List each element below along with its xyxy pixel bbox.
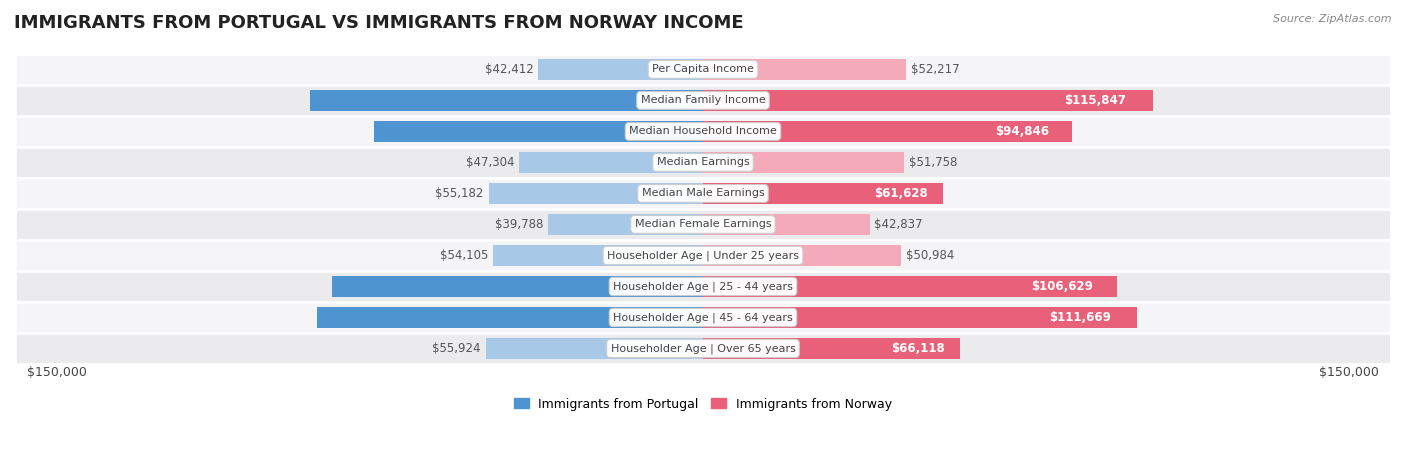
Text: $55,182: $55,182 [436, 187, 484, 200]
Bar [15, 54, 1391, 85]
Text: Median Female Earnings: Median Female Earnings [634, 219, 772, 229]
Text: Householder Age | Under 25 years: Householder Age | Under 25 years [607, 250, 799, 261]
Text: $42,412: $42,412 [485, 63, 533, 76]
Text: $95,512: $95,512 [681, 280, 734, 293]
Text: Householder Age | 45 - 64 years: Householder Age | 45 - 64 years [613, 312, 793, 323]
Text: $52,217: $52,217 [911, 63, 959, 76]
Text: $50,984: $50,984 [905, 249, 955, 262]
Bar [703, 307, 1137, 328]
Text: Source: ZipAtlas.com: Source: ZipAtlas.com [1274, 14, 1392, 24]
Text: Householder Age | 25 - 44 years: Householder Age | 25 - 44 years [613, 281, 793, 292]
Text: Householder Age | Over 65 years: Householder Age | Over 65 years [610, 343, 796, 354]
Bar [703, 90, 1153, 111]
Bar [703, 245, 901, 266]
Bar [15, 333, 1391, 364]
Bar [15, 240, 1391, 271]
Text: $106,629: $106,629 [1031, 280, 1092, 293]
Text: Median Earnings: Median Earnings [657, 157, 749, 168]
Text: $61,628: $61,628 [875, 187, 928, 200]
Text: Median Male Earnings: Median Male Earnings [641, 188, 765, 198]
Bar [492, 245, 703, 266]
Bar [318, 307, 703, 328]
Text: Per Capita Income: Per Capita Income [652, 64, 754, 74]
Bar [703, 183, 942, 204]
Text: $100,984: $100,984 [679, 94, 741, 107]
Text: $66,118: $66,118 [891, 342, 945, 355]
Bar [703, 121, 1071, 142]
Bar [332, 276, 703, 297]
Text: $42,837: $42,837 [875, 218, 922, 231]
Text: $54,105: $54,105 [440, 249, 488, 262]
Text: $99,203: $99,203 [681, 311, 734, 324]
Bar [538, 59, 703, 80]
Bar [703, 59, 905, 80]
Bar [703, 214, 869, 235]
Text: $47,304: $47,304 [465, 156, 515, 169]
Text: $51,758: $51,758 [908, 156, 957, 169]
Bar [374, 121, 703, 142]
Text: Median Household Income: Median Household Income [628, 127, 778, 136]
Bar [548, 214, 703, 235]
Bar [703, 276, 1118, 297]
Text: Median Family Income: Median Family Income [641, 95, 765, 106]
Text: $115,847: $115,847 [1064, 94, 1126, 107]
Text: $150,000: $150,000 [27, 366, 87, 379]
Text: $39,788: $39,788 [495, 218, 544, 231]
Bar [15, 85, 1391, 116]
Bar [703, 152, 904, 173]
Bar [311, 90, 703, 111]
Bar [15, 116, 1391, 147]
Text: $150,000: $150,000 [1319, 366, 1379, 379]
Bar [488, 183, 703, 204]
Bar [519, 152, 703, 173]
Bar [15, 147, 1391, 178]
Text: IMMIGRANTS FROM PORTUGAL VS IMMIGRANTS FROM NORWAY INCOME: IMMIGRANTS FROM PORTUGAL VS IMMIGRANTS F… [14, 14, 744, 32]
Text: $111,669: $111,669 [1049, 311, 1111, 324]
Bar [485, 338, 703, 359]
Legend: Immigrants from Portugal, Immigrants from Norway: Immigrants from Portugal, Immigrants fro… [509, 393, 897, 416]
Bar [703, 338, 960, 359]
Bar [15, 302, 1391, 333]
Text: $55,924: $55,924 [433, 342, 481, 355]
Bar [15, 209, 1391, 240]
Bar [15, 178, 1391, 209]
Bar [15, 271, 1391, 302]
Text: $94,846: $94,846 [995, 125, 1049, 138]
Text: $84,740: $84,740 [683, 125, 737, 138]
